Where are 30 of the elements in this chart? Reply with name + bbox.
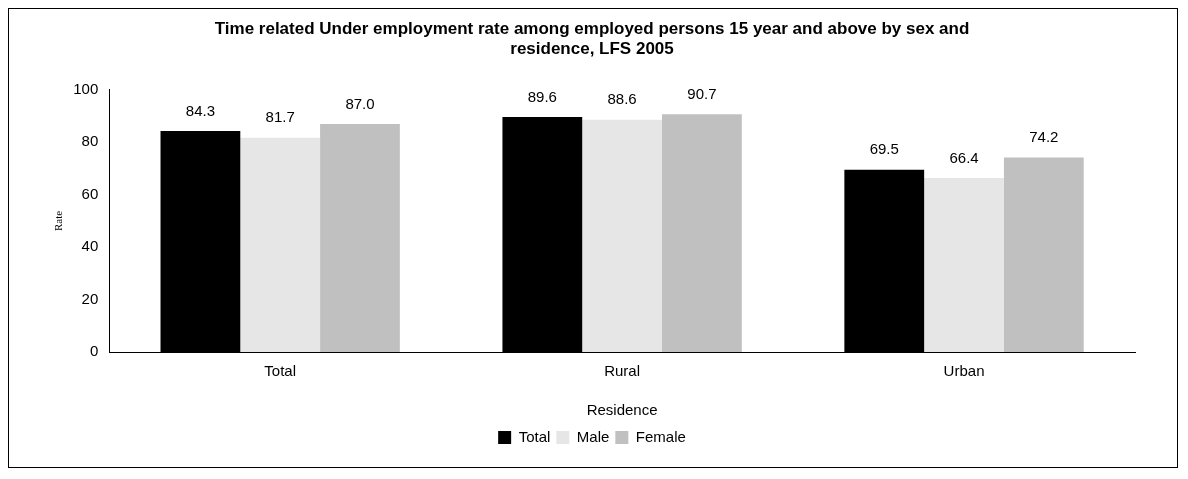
data-label: 66.4 <box>949 148 979 166</box>
y-axis-title: Rate <box>52 210 65 231</box>
y-tick-label: 60 <box>81 184 99 202</box>
data-label: 84.3 <box>185 101 216 119</box>
bar <box>582 119 663 352</box>
data-label: 89.6 <box>527 87 557 105</box>
y-tick-label: 80 <box>81 132 99 150</box>
data-label: 81.7 <box>265 108 295 126</box>
bar <box>1003 157 1084 352</box>
legend-label: Female <box>635 427 686 445</box>
y-tick-label: 20 <box>81 289 99 307</box>
y-tick-label: 0 <box>89 342 99 360</box>
bar <box>924 177 1004 352</box>
bar <box>662 114 742 352</box>
y-tick-label: 40 <box>81 237 99 255</box>
legend-label: Male <box>576 427 610 445</box>
data-label: 74.2 <box>1029 128 1059 146</box>
bar <box>320 123 400 352</box>
x-tick-label: Total <box>264 362 297 380</box>
data-label: 87.0 <box>345 94 375 112</box>
x-tick-label: Urban <box>943 362 985 380</box>
legend-label: Total <box>518 427 551 445</box>
chart-title: Time related Under employment rate among employed persons 15 year and above by sex and residence, LFS 2005 <box>214 18 970 59</box>
data-label: 88.6 <box>607 90 637 108</box>
x-axis-title: Residence <box>586 401 658 419</box>
y-tick-label: 100 <box>73 79 99 97</box>
x-tick-label: Rural <box>604 362 641 380</box>
bar <box>240 137 321 352</box>
data-label: 90.7 <box>687 84 717 102</box>
data-label: 69.5 <box>869 140 899 158</box>
